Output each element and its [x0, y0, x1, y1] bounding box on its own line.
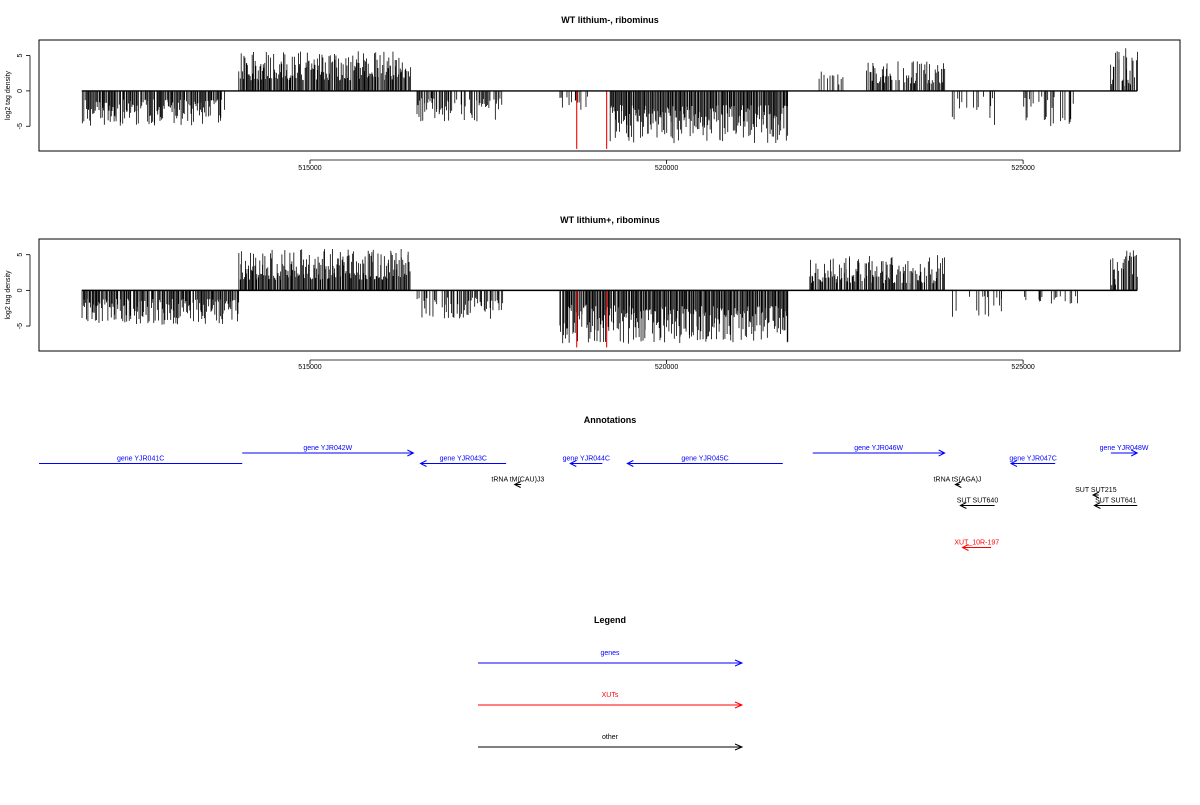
x-tick-label: 520000	[655, 165, 678, 172]
density-bars	[81, 48, 1139, 144]
x-tick-label: 520000	[655, 364, 678, 371]
arrow-head	[938, 449, 946, 457]
plot-frame	[38, 238, 1181, 352]
arrow-head	[734, 659, 744, 667]
feature-label: gene YJR044C	[563, 456, 610, 463]
arrow-head	[734, 743, 744, 751]
x-tick-label: 525000	[1011, 364, 1034, 371]
arrow-head	[1091, 491, 1100, 499]
feature-label: gene YJR045C	[681, 456, 728, 463]
arrow-head	[419, 460, 427, 467]
feature-label: gene YJR048W	[1100, 445, 1149, 452]
annotation-feature: gene YJR041C	[39, 456, 243, 464]
arrow-head	[569, 460, 577, 467]
feature-label: gene YJR043C	[440, 456, 487, 463]
x-tick-label: 515000	[298, 364, 321, 371]
arrow-head	[513, 481, 521, 488]
y-axis-label: log2 tag density	[5, 270, 12, 320]
legend-entry: other	[478, 734, 744, 751]
feature-label: SUT SUT215	[1075, 487, 1117, 494]
annotation-feature: gene YJR048W	[1100, 445, 1149, 457]
arrow-head	[734, 701, 744, 709]
x-tick-label: 525000	[1011, 165, 1034, 172]
arrow-head	[1130, 449, 1139, 457]
feature-label: gene YJR047C	[1009, 456, 1056, 463]
annotations-panel: Annotations gene YJR041C gene YJR042W gene…	[39, 415, 1149, 551]
feature-label: XUT_10R-197	[954, 540, 999, 547]
legend-entry: genes	[478, 650, 744, 667]
y-tick-label: -5	[17, 123, 24, 129]
y-axis-label: log2 tag density	[5, 70, 12, 120]
legend-label: XUTs	[602, 692, 619, 699]
chart-title: WT lithium+, ribominus	[560, 215, 660, 225]
arrow-head	[626, 460, 634, 467]
annotation-feature: gene YJR042W	[242, 445, 415, 457]
annotation-feature: gene YJR043C	[419, 456, 507, 467]
y-tick-label: 0	[17, 89, 24, 93]
legend-title: Legend	[594, 615, 626, 625]
arrow-head	[961, 544, 969, 551]
y-tick-label: 0	[17, 288, 24, 292]
arrow-head	[1093, 502, 1101, 509]
legend-label: other	[602, 734, 619, 741]
track-panel-lithium-plus: WT lithium+, ribominus -5 0 5 log2 tag densi…	[5, 215, 1181, 371]
arrow-head	[1009, 460, 1018, 467]
annotation-feature: gene YJR045C	[626, 456, 783, 467]
y-tick-label: 5	[17, 54, 24, 58]
feature-label: tRNA tM(CAU)J3	[491, 477, 544, 484]
arrow-head	[954, 481, 962, 488]
annotations-title: Annotations	[584, 415, 637, 425]
feature-label: gene YJR046W	[854, 445, 903, 452]
feature-label: gene YJR042W	[303, 445, 352, 452]
feature-label: SUT SUT641	[1095, 498, 1137, 505]
feature-label: SUT SUT640	[957, 498, 999, 505]
annotation-feature: gene YJR044C	[563, 456, 610, 467]
x-tick-label: 515000	[298, 165, 321, 172]
legend-panel: Legend genes XUTs other	[478, 615, 744, 751]
annotation-feature: gene YJR046W	[812, 445, 946, 457]
annotation-feature: gene YJR047C	[1009, 456, 1057, 467]
annotation-feature: SUT SUT640	[957, 498, 999, 509]
annotation-feature: SUT SUT641	[1093, 498, 1138, 509]
annotation-feature: tRNA tM(CAU)J3	[491, 477, 544, 488]
legend-label: genes	[600, 650, 620, 657]
annotation-feature: SUT SUT215	[1075, 487, 1117, 499]
annotation-feature: tRNA tS(AGA)J	[934, 477, 982, 488]
y-tick-label: 5	[17, 253, 24, 257]
feature-label: gene YJR041C	[117, 456, 164, 463]
legend-entry: XUTs	[478, 692, 744, 709]
arrow-head	[959, 502, 967, 509]
chart-title: WT lithium-, ribominus	[561, 15, 659, 25]
feature-label: tRNA tS(AGA)J	[934, 477, 982, 484]
annotation-feature: XUT_10R-197	[954, 540, 999, 551]
arrow-head	[407, 449, 415, 457]
plot-frame	[38, 39, 1181, 152]
y-tick-label: -5	[17, 323, 24, 329]
track-panel-lithium-minus: WT lithium-, ribominus -5 0 5 log2 tag densi…	[5, 15, 1181, 172]
density-bars	[81, 248, 1138, 344]
